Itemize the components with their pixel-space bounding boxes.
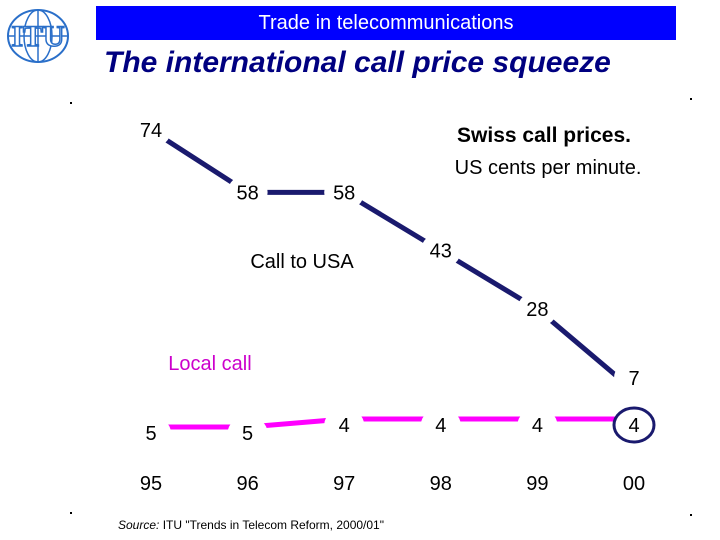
usa-data-label: 74 (140, 120, 162, 142)
usa-data-label: 43 (430, 241, 452, 263)
usa-point-marker (614, 360, 654, 396)
series-label-usa: Call to USA (250, 251, 354, 273)
source-label: Source: (118, 518, 160, 532)
usa-data-label: 7 (628, 368, 639, 390)
usa-point-marker (131, 112, 171, 149)
usa-data-label: 58 (333, 182, 355, 204)
local-data-label: 5 (145, 423, 156, 445)
local-point-marker (420, 408, 461, 442)
local-data-label: 4 (435, 415, 446, 437)
local-data-label: 4 (339, 415, 350, 437)
x-tick-label: 99 (526, 473, 548, 495)
usa-point-marker (324, 174, 365, 211)
usa-point-marker (227, 174, 268, 211)
series-label-local: Local call (168, 353, 251, 375)
chart-title: Swiss call prices. (457, 124, 631, 147)
slide-title: The international call price squeeze (104, 46, 611, 79)
corner-dot (690, 98, 692, 100)
chart-subtitle: US cents per minute. (455, 157, 642, 179)
local-series-line (151, 416, 634, 430)
local-point-marker (131, 416, 171, 450)
source-text: ITU "Trends in Telecom Reform, 2000/01" (162, 518, 384, 532)
x-tick-label: 98 (430, 473, 452, 495)
local-data-label: 5 (242, 423, 253, 445)
corner-dot (70, 102, 72, 104)
header-title-bar: Trade in telecommunications (96, 6, 676, 40)
usa-data-label: 28 (526, 299, 548, 321)
usa-data-label: 58 (236, 182, 258, 204)
x-tick-label: 96 (236, 473, 258, 495)
local-data-label: 4 (532, 415, 543, 437)
corner-dot (690, 514, 692, 516)
local-data-label: 4 (628, 415, 639, 437)
local-point-marker (517, 408, 558, 442)
x-tick-label: 95 (140, 473, 162, 495)
source-note: Source: ITU "Trends in Telecom Reform, 2… (118, 518, 384, 532)
x-tick-label: 97 (333, 473, 355, 495)
usa-point-marker (420, 232, 461, 269)
logo-text: ITU (11, 20, 64, 53)
local-point-marker (324, 408, 365, 442)
local-point-marker (612, 406, 656, 444)
corner-dot (70, 512, 72, 514)
usa-point-marker (517, 291, 558, 328)
local-point-marker (227, 416, 268, 450)
itu-logo: ITU (7, 9, 69, 63)
x-tick-label: 00 (623, 473, 645, 495)
